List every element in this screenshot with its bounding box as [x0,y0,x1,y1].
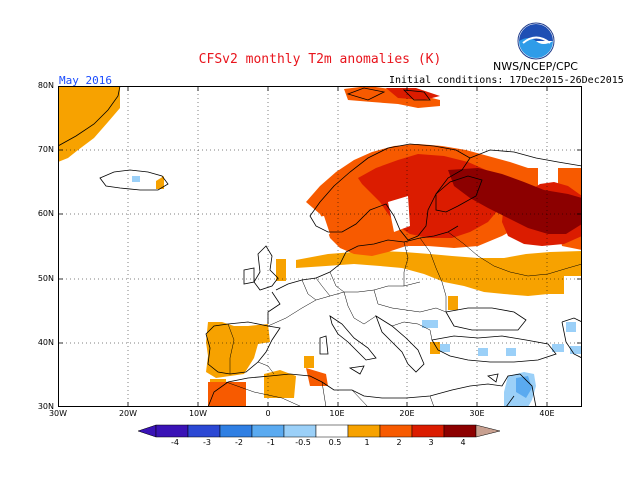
map-grid [58,86,582,407]
country-borders [225,231,582,407]
lat-label-50n: 50N [37,274,54,283]
lon-label-20e: 20E [399,409,415,418]
colorbar-label-3: 3 [428,438,434,447]
colorbar [138,424,500,438]
anomaly-patches-0-5-to-1 [58,86,582,398]
lat-label-70n: 70N [37,145,54,154]
anomaly-patches-3-to-4 [448,168,582,234]
lat-label-30n: 30N [37,402,54,411]
lon-label-10e: 10E [329,409,345,418]
agency-label: NWS/NCEP/CPC [493,60,578,73]
colorbar-label-2: 2 [396,438,402,447]
lon-label-30w: 30W [48,409,68,418]
forecast-month: May 2016 [59,74,112,87]
lat-label-60n: 60N [37,209,54,218]
coastlines [58,86,582,407]
lon-label-30e: 30E [469,409,485,418]
colorbar-label-1: 1 [364,438,370,447]
colorbar-label-minus2: -2 [235,438,243,447]
colorbar-label-minus0-5: -0.5 [295,438,311,447]
lon-label-10w: 10W [188,409,208,418]
initial-conditions: Initial conditions: 17Dec2015-26Dec2015 [389,75,624,86]
anomaly-map [58,86,582,407]
noaa-logo [517,22,555,60]
lon-label-20w: 20W [118,409,138,418]
lat-label-40n: 40N [37,338,54,347]
colorbar-label-minus3: -3 [203,438,211,447]
colorbar-label-4: 4 [460,438,466,447]
colorbar-label-minus4: -4 [171,438,179,447]
lon-label-0: 0 [265,409,271,418]
colorbar-label-minus1: -1 [267,438,275,447]
map-title: CFSv2 monthly T2m anomalies (K) [198,52,442,67]
lon-label-40e: 40E [539,409,555,418]
lat-label-80n: 80N [37,81,54,90]
colorbar-label-0-5: 0.5 [328,438,342,447]
